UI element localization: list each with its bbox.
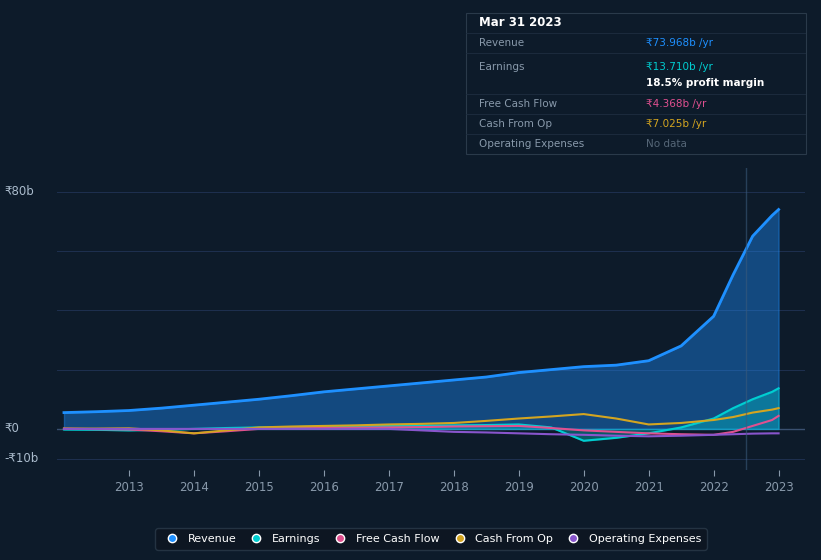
- Text: ₹0: ₹0: [4, 422, 19, 435]
- Text: 18.5% profit margin: 18.5% profit margin: [646, 78, 764, 88]
- Text: Operating Expenses: Operating Expenses: [479, 139, 585, 149]
- Text: ₹13.710b /yr: ₹13.710b /yr: [646, 62, 713, 72]
- Legend: Revenue, Earnings, Free Cash Flow, Cash From Op, Operating Expenses: Revenue, Earnings, Free Cash Flow, Cash …: [155, 529, 707, 549]
- Text: ₹4.368b /yr: ₹4.368b /yr: [646, 99, 706, 109]
- Text: ₹7.025b /yr: ₹7.025b /yr: [646, 119, 706, 129]
- Text: Cash From Op: Cash From Op: [479, 119, 553, 129]
- Text: ₹73.968b /yr: ₹73.968b /yr: [646, 38, 713, 48]
- Text: Earnings: Earnings: [479, 62, 525, 72]
- Text: No data: No data: [646, 139, 687, 149]
- Text: -₹10b: -₹10b: [4, 452, 39, 465]
- Text: Mar 31 2023: Mar 31 2023: [479, 16, 562, 30]
- Text: ₹80b: ₹80b: [4, 185, 34, 198]
- Text: Free Cash Flow: Free Cash Flow: [479, 99, 557, 109]
- Text: Revenue: Revenue: [479, 38, 525, 48]
